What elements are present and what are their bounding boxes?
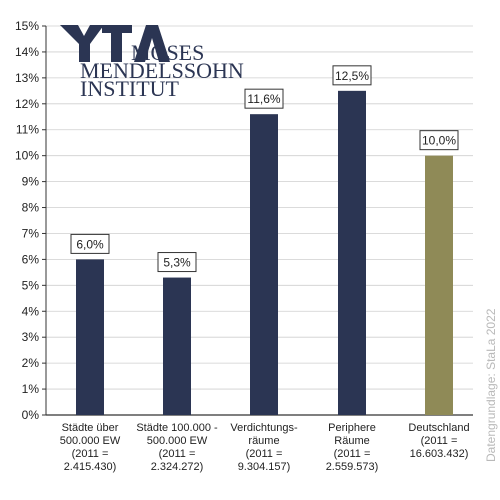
data-label: 6,0% <box>76 237 104 251</box>
category-label-line: 2.415.430) <box>64 461 117 473</box>
category-label-line: Städte über <box>62 422 119 434</box>
bar <box>425 155 453 415</box>
y-tick-label: 14% <box>15 45 39 59</box>
data-label-box <box>70 233 110 254</box>
category-label-line: 16.603.432) <box>410 448 469 460</box>
y-tick-label: 1% <box>22 382 40 396</box>
category-label-line: (2011 = <box>334 448 371 460</box>
y-tick-label: 10% <box>15 149 39 163</box>
category-label-line: Periphere <box>328 422 376 434</box>
y-tick-label: 15% <box>15 19 39 33</box>
category-label-line: 500.000 EW <box>60 435 121 447</box>
y-tick-label: 11% <box>16 123 39 137</box>
y-tick-label: 12% <box>15 97 39 111</box>
category-label: Verdichtungs-räume (2011 = 9.304.157) <box>230 422 298 473</box>
category-label-line: Deutschland <box>408 422 469 434</box>
data-label: 10,0% <box>422 134 456 148</box>
data-label-box <box>332 65 372 86</box>
category-label-line: Verdichtungs- <box>230 422 298 434</box>
bar <box>250 114 278 415</box>
category-label: Deutschland (2011 = 16.603.432) <box>408 422 469 460</box>
category-label-line: (2011 = <box>72 448 109 460</box>
y-tick-label: 9% <box>22 175 40 189</box>
y-tick-label: 7% <box>22 226 40 240</box>
data-label: 11,6% <box>247 92 280 106</box>
category-label-line: 9.304.157) <box>238 461 291 473</box>
category-label: Periphere Räume (2011 = 2.559.573) <box>326 422 379 473</box>
y-tick-label: 0% <box>22 408 40 422</box>
logo-line-3: INSTITUT <box>80 76 180 101</box>
y-tick-label: 5% <box>22 278 40 292</box>
y-tick-label: 6% <box>22 252 40 266</box>
category-label: Städte 100.000 -500.000 EW (2011 = 2.324.2… <box>136 422 218 473</box>
data-label-box <box>157 252 197 273</box>
bars <box>76 90 453 415</box>
bar <box>163 277 191 415</box>
source-note: Datengrundlage: StaLa 2022 <box>484 308 498 462</box>
data-label-box <box>419 130 459 151</box>
category-label: Städte über 500.000 EW (2011 = 2.415.430) <box>60 422 121 473</box>
category-label-line: (2011 = <box>421 435 458 447</box>
logo-line-2: MENDELSSOHN <box>80 58 244 83</box>
category-label-line: 2.324.272) <box>151 461 204 473</box>
category-label-line: räume <box>248 435 279 447</box>
y-axis-ticks: 0% 1% 2% 3% 4% 5% 6% 7% 8% 9% 10% 11% 12% 13% 14% 15% <box>15 19 46 422</box>
logo: MOSES MENDELSSOHN INSTITUT <box>60 25 244 101</box>
y-tick-label: 3% <box>22 330 40 344</box>
data-labels: 6,0% 5,3% 11,6% 12,5% 10,0% <box>70 65 459 273</box>
data-label: 12,5% <box>335 69 369 83</box>
category-label-line: Räume <box>334 435 369 447</box>
y-tick-label: 4% <box>22 304 40 318</box>
data-label-box <box>244 88 284 109</box>
logo-mark <box>60 25 170 62</box>
category-label-line: (2011 = <box>159 448 196 460</box>
bar <box>338 90 366 415</box>
category-label-line: 2.559.573) <box>326 461 379 473</box>
y-tick-label: 8% <box>22 201 40 215</box>
category-labels: Städte über 500.000 EW (2011 = 2.415.430)St… <box>60 422 470 473</box>
data-label: 5,3% <box>163 256 191 270</box>
y-tick-label: 13% <box>15 71 39 85</box>
logo-line-1: MOSES <box>131 40 204 65</box>
category-label-line: (2011 = <box>246 448 283 460</box>
category-label-line: Städte 100.000 - <box>136 422 218 434</box>
category-label-line: 500.000 EW <box>147 435 208 447</box>
y-tick-label: 2% <box>22 356 40 370</box>
bar <box>76 259 104 415</box>
